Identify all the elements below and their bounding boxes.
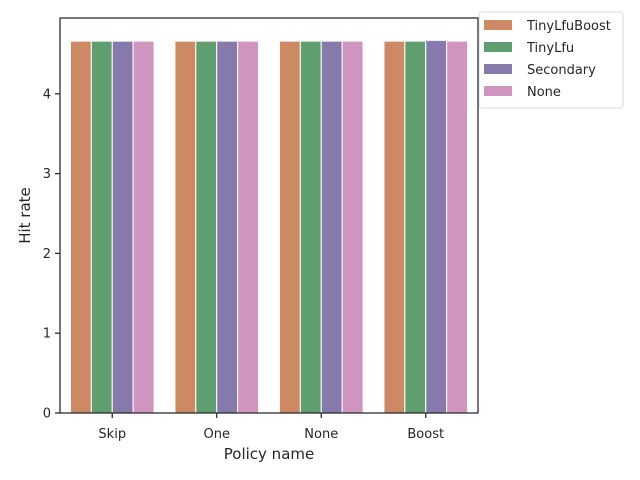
bar-none-none — [341, 40, 364, 414]
bar-tinylfuboost-one — [174, 40, 197, 414]
legend-swatch-secondary — [484, 64, 512, 74]
legend-label-tinylfuboost: TinyLfuBoost — [526, 19, 611, 34]
bar-tinylfu-boost — [404, 40, 427, 414]
bar-tinylfuboost-boost — [383, 40, 406, 414]
bar-tinylfu-one — [195, 40, 218, 414]
bar-secondary-one — [216, 40, 239, 414]
bar-tinylfuboost-skip — [69, 40, 92, 414]
legend-label-secondary: Secondary — [527, 63, 596, 78]
legend-label-none: None — [527, 85, 561, 100]
legend-box — [478, 11, 624, 109]
y-axis-label: Hit rate — [16, 187, 34, 244]
x-tick-label-skip: Skip — [98, 427, 126, 442]
legend-swatch-none — [484, 86, 512, 96]
legend-swatch-tinylfu — [484, 42, 512, 52]
x-axis-label: Policy name — [224, 445, 314, 463]
axes-frame — [59, 17, 479, 414]
y-tick-label: 3 — [43, 167, 51, 182]
bar-secondary-none — [320, 40, 343, 414]
y-tick-label: 4 — [43, 87, 51, 102]
bar-none-one — [237, 40, 260, 414]
x-tick-label-none: None — [304, 427, 338, 442]
bar-tinylfu-none — [299, 40, 322, 414]
x-tick-label-one: One — [204, 427, 230, 442]
bar-tinylfuboost-none — [278, 40, 301, 414]
bars-group — [69, 39, 469, 414]
x-axis-ticks: Skip One None Boost — [98, 413, 444, 442]
bar-none-boost — [446, 40, 469, 414]
y-axis-ticks: 0 1 2 3 4 — [43, 87, 60, 422]
bar-tinylfu-skip — [90, 40, 113, 414]
x-tick-label-boost: Boost — [407, 427, 444, 442]
bar-secondary-skip — [111, 40, 134, 414]
bar-none-skip — [132, 40, 155, 414]
y-tick-label: 2 — [43, 247, 51, 262]
y-tick-label: 1 — [43, 327, 51, 342]
bar-secondary-boost — [425, 39, 448, 414]
legend-label-tinylfu: TinyLfu — [526, 41, 574, 56]
y-tick-label: 0 — [43, 407, 51, 422]
legend: TinyLfuBoost TinyLfu Secondary None — [478, 11, 624, 109]
legend-swatch-tinylfuboost — [484, 20, 512, 30]
